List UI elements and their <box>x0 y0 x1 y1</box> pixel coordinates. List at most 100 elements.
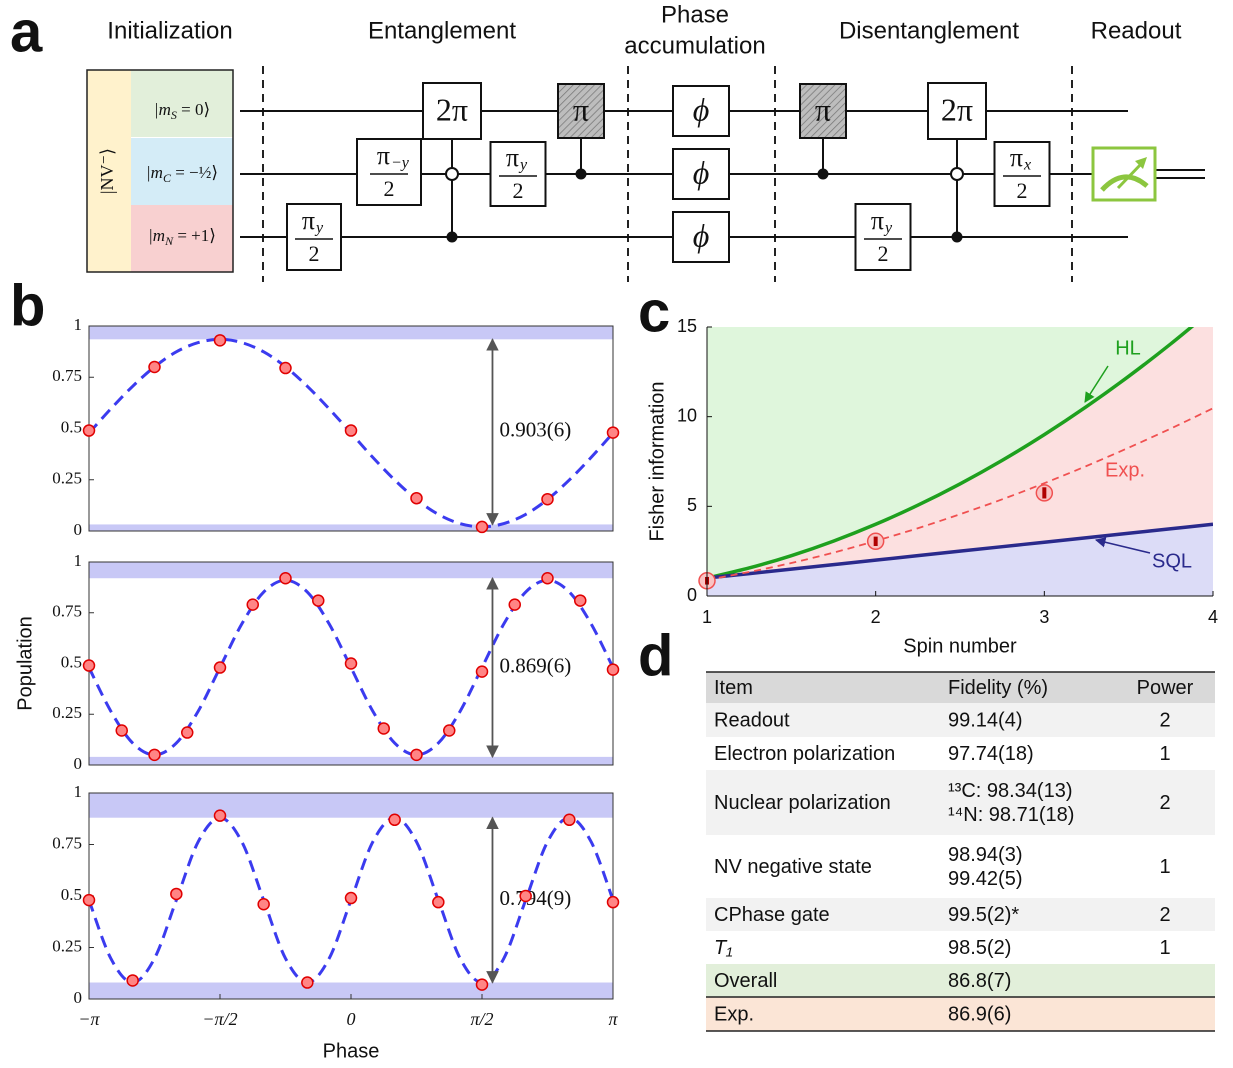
series-line <box>707 327 1195 580</box>
item-cell: T₁ <box>714 937 733 959</box>
y-tick-label: 0 <box>687 585 697 605</box>
gate-den: 2 <box>309 241 320 266</box>
gate-num: π <box>871 206 884 235</box>
y-tick-label: 0.75 <box>52 602 82 621</box>
y-tick-label: 0.25 <box>52 703 82 722</box>
y-tick-label: 0 <box>74 520 83 539</box>
y-tick-label: 0.75 <box>52 833 82 852</box>
data-point <box>213 334 227 347</box>
y-tick-label: 0 <box>74 988 83 1007</box>
y-tick-label: 0.25 <box>52 469 82 488</box>
control-dot <box>817 168 829 180</box>
data-point <box>311 594 325 607</box>
fidelity-cell: ¹³C: 98.34(13) <box>948 780 1073 802</box>
data-point <box>388 813 401 827</box>
x-tick-label: −π/2 <box>202 1009 237 1029</box>
x-axis-label: Spin number <box>903 635 1017 657</box>
data-point <box>344 424 358 437</box>
gate <box>993 141 1051 207</box>
panel-label: a <box>10 0 43 64</box>
fidelity-cell: 99.5(2)* <box>948 904 1019 926</box>
gate-label: ϕ <box>693 91 710 127</box>
state-sub: S <box>171 108 177 122</box>
data-point <box>519 889 532 903</box>
y-axis-label: Population <box>14 616 36 711</box>
state-part: = 0⟩ <box>177 100 210 119</box>
panel-label: c <box>638 279 670 344</box>
data-point <box>301 976 314 989</box>
state-label: |mN = +1⟩ <box>148 226 216 248</box>
x-axis-label: Phase <box>323 1040 380 1062</box>
data-point <box>279 571 292 585</box>
state-box <box>131 138 233 205</box>
gate-sub: y <box>518 157 528 174</box>
y-tick-label: 0.25 <box>52 936 82 955</box>
power-cell: 2 <box>1159 904 1170 926</box>
row-background <box>706 931 1215 964</box>
fit-curve <box>87 578 615 757</box>
gate <box>672 211 730 263</box>
gate <box>927 82 987 140</box>
power-cell: 1 <box>1159 856 1170 878</box>
panel-label: b <box>10 273 45 338</box>
data-point <box>170 887 183 901</box>
data-point <box>82 424 96 437</box>
gate <box>854 203 912 271</box>
fidelity-cell: 86.8(7) <box>948 970 1011 992</box>
state-part: |m <box>148 226 165 245</box>
x-tick-label: 1 <box>702 607 712 627</box>
stage-label: accumulation <box>624 32 765 59</box>
plot-area <box>707 327 1213 596</box>
control-open <box>950 167 964 181</box>
y-tick-label: 10 <box>677 405 697 425</box>
data-point <box>541 571 554 585</box>
state-sub: C <box>163 171 172 185</box>
stage-label: Phase <box>661 1 729 28</box>
state-box <box>131 70 233 137</box>
row-background <box>706 997 1215 1031</box>
stage-label: Initialization <box>107 17 232 44</box>
gate-den: 2 <box>1017 178 1028 203</box>
data-point <box>606 895 620 909</box>
state-label: |mC = −½⟩ <box>146 163 218 185</box>
series-label: SQL <box>1152 550 1192 572</box>
state-part: = +1⟩ <box>173 226 216 245</box>
gate-label: π <box>573 91 589 127</box>
area <box>707 327 1213 596</box>
control-dot <box>575 168 587 180</box>
state-box <box>131 205 233 272</box>
data-point <box>475 665 489 678</box>
x-tick-label: −π <box>78 1009 100 1029</box>
gate <box>672 85 730 137</box>
meter <box>1091 146 1157 202</box>
y-tick-label: 5 <box>687 495 697 515</box>
gate-num: π <box>377 141 390 170</box>
data-point <box>148 748 161 762</box>
meter-arc <box>1100 174 1149 192</box>
y-tick-label: 15 <box>677 316 697 336</box>
series-label: Exp. <box>1105 459 1145 481</box>
gate-den: 2 <box>878 241 889 266</box>
state-part: = −½⟩ <box>171 163 218 182</box>
data-point <box>344 891 358 905</box>
row-background <box>706 964 1215 997</box>
data-point <box>563 813 576 827</box>
fidelity-cell: 97.74(18) <box>948 743 1034 765</box>
gate <box>356 138 422 206</box>
y-tick-label: 1 <box>74 551 83 570</box>
data-point <box>82 893 96 907</box>
gate-den: 2 <box>513 178 524 203</box>
fidelity-cell: ¹⁴N: 98.71(18) <box>948 804 1074 826</box>
data-point <box>126 974 139 987</box>
band <box>89 326 613 340</box>
header-background <box>706 672 1215 703</box>
data-point <box>257 897 270 911</box>
gate <box>672 148 730 200</box>
data-point <box>115 724 129 737</box>
gate-label: π <box>815 91 831 127</box>
register-box <box>87 70 131 272</box>
state-part: |m <box>154 100 171 119</box>
gate-sub: y <box>883 220 893 237</box>
x-tick-label: 3 <box>1039 607 1049 627</box>
